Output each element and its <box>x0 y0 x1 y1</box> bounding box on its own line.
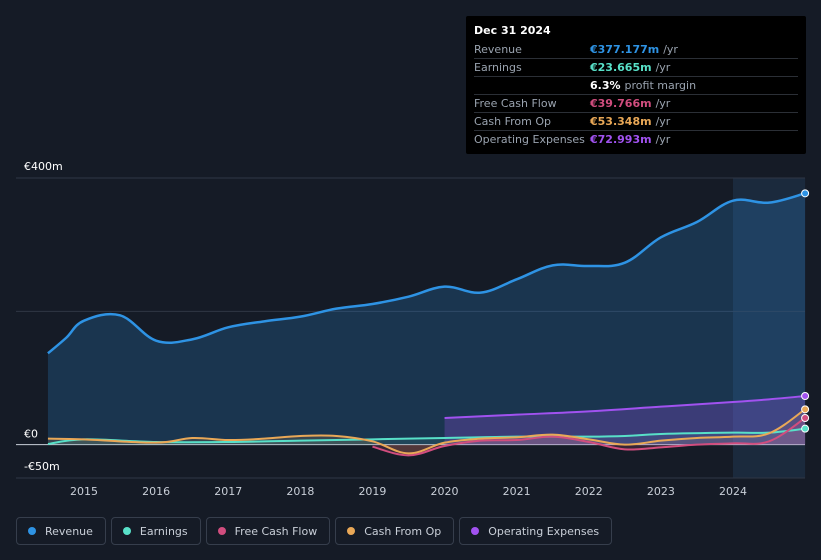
legend-item-free-cash-flow[interactable]: Free Cash Flow <box>205 517 331 545</box>
series-endpoints <box>801 189 810 433</box>
legend-label: Operating Expenses <box>488 524 600 538</box>
tooltip-row: Revenue €377.177m/yr <box>474 41 798 58</box>
tooltip-row-label: Earnings <box>474 61 522 74</box>
free-cash-flow-endpoint <box>801 414 810 422</box>
legend-dot-icon <box>28 527 36 535</box>
tooltip-row-label <box>474 77 590 94</box>
tooltip-row-unit: /yr <box>655 97 671 110</box>
x-tick-label: 2022 <box>575 485 603 498</box>
cash-from-op-endpoint <box>801 405 810 414</box>
revenue-endpoint <box>801 189 810 198</box>
cash-from-op-line <box>47 408 806 455</box>
legend-dot-icon <box>471 527 480 535</box>
tooltip-row-unit: /yr <box>655 61 671 74</box>
tooltip-row-label: Revenue <box>474 43 522 56</box>
legend-item-operating-expenses[interactable]: Operating Expenses <box>459 517 613 545</box>
legend-item-cash-from-op[interactable]: Cash From Op <box>335 517 455 545</box>
legend-label: Earnings <box>139 524 188 538</box>
tooltip-row-label: Cash From Op <box>474 115 552 128</box>
operating-expenses-endpoint <box>801 392 810 400</box>
tooltip-row: Free Cash Flow €39.766m/yr <box>474 94 798 112</box>
tooltip-row: Operating Expenses €72.993m/yr <box>474 130 798 148</box>
tooltip-row: Earnings €23.665m/yr <box>474 58 798 76</box>
legend-dot-icon <box>217 527 226 535</box>
series-lines <box>47 192 806 457</box>
x-axis-labels: 2015 2016 2017 2018 2019 2020 2021 2022 2023 2024 <box>70 485 747 498</box>
tooltip-row-unit: /yr <box>655 133 671 146</box>
tooltip-row-value: €53.348m <box>590 115 652 128</box>
tooltip-row-unit: /yr <box>663 43 678 56</box>
x-tick-label: 2017 <box>214 485 242 498</box>
operating-expenses-line <box>444 395 806 419</box>
x-tick-label: 2023 <box>647 485 675 498</box>
x-tick-label: 2016 <box>142 485 170 498</box>
tooltip-row-value: €39.766m <box>590 97 652 110</box>
legend-label: Revenue <box>45 524 93 538</box>
tooltip-row-unit: /yr <box>655 115 671 128</box>
series-areas <box>47 193 806 456</box>
tooltip-row-value: €377.177m <box>590 43 660 56</box>
revenue-line <box>47 192 806 355</box>
x-tick-label: 2020 <box>431 485 459 498</box>
tooltip-row: Cash From Op €53.348m/yr <box>474 112 798 130</box>
tooltip-date: Dec 31 2024 <box>474 24 551 37</box>
x-tick-label: 2021 <box>503 485 531 498</box>
x-tick-label: 2018 <box>286 485 314 498</box>
y-tick-label: €0 <box>24 428 38 441</box>
tooltip-row-unit: profit margin <box>624 79 697 92</box>
y-tick-label: €400m <box>24 160 63 173</box>
y-axis-labels: €400m €0 -€50m <box>24 160 63 473</box>
y-tick-label: -€50m <box>24 460 60 473</box>
legend-dot-icon <box>347 527 356 535</box>
x-tick-label: 2015 <box>70 485 98 498</box>
tooltip-row-value: 6.3% <box>590 79 621 92</box>
x-tick-label: 2024 <box>719 485 747 498</box>
legend-label: Cash From Op <box>364 524 442 538</box>
tooltip-rows: Revenue €377.177m/yr Earnings €23.665m/yr 6.… <box>474 41 798 148</box>
tooltip-row: 6.3% profit margin <box>474 76 798 94</box>
tooltip-row-value: €23.665m <box>590 61 652 74</box>
legend: Revenue Earnings Free Cash Flow Cash From O… <box>16 517 613 545</box>
tooltip-row-label: Operating Expenses <box>474 133 585 146</box>
gridlines <box>16 177 805 479</box>
chart-canvas: €400m €0 -€50m 2015 2016 2017 2018 2019 2020 202… <box>16 160 810 498</box>
legend-label: Free Cash Flow <box>234 524 318 538</box>
earnings-area <box>47 428 806 445</box>
tooltip-row-value: €72.993m <box>590 133 652 146</box>
revenue-area <box>47 193 806 445</box>
legend-item-earnings[interactable]: Earnings <box>110 517 201 545</box>
x-tick-label: 2019 <box>358 485 386 498</box>
legend-item-revenue[interactable]: Revenue <box>16 517 106 545</box>
earnings-endpoint <box>801 424 810 433</box>
tooltip-row-label: Free Cash Flow <box>474 97 557 110</box>
free-cash-flow-line <box>372 417 806 457</box>
legend-dot-icon <box>122 527 131 535</box>
tooltip-panel: Dec 31 2024 Revenue €377.177m/yr Earnings €… <box>466 16 806 154</box>
